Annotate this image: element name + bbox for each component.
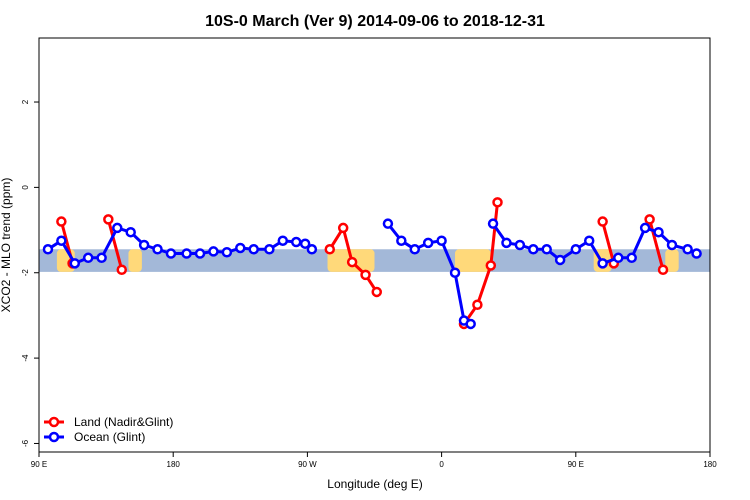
data-point: [69, 258, 81, 269]
data-point: [324, 244, 336, 255]
data-point: [277, 235, 289, 246]
data-point: [626, 252, 637, 264]
data-point: [554, 254, 566, 266]
data-point: [436, 235, 447, 246]
data-point: [583, 235, 595, 246]
data-point: [56, 235, 67, 246]
plot-frame: [38, 37, 711, 453]
data-point: [152, 244, 163, 255]
data-point: [235, 242, 246, 254]
data-point: [597, 216, 608, 227]
data-point: [306, 244, 318, 255]
data-point: [597, 258, 608, 269]
data-point: [449, 267, 461, 278]
series-1: [42, 218, 702, 330]
series-line: [106, 219, 124, 271]
data-point: [501, 237, 512, 249]
data-point: [42, 244, 54, 255]
data-point: [194, 248, 206, 259]
data-point: [360, 269, 371, 281]
data-point: [570, 244, 582, 255]
data-point: [56, 216, 67, 227]
y-tick-label: 2: [21, 99, 30, 104]
series-line: [462, 202, 499, 325]
data-point: [644, 214, 655, 225]
data-point: [514, 239, 526, 251]
data-point: [492, 197, 503, 208]
data-point: [290, 236, 302, 248]
data-point: [541, 244, 552, 255]
data-point: [409, 244, 421, 255]
data-point: [653, 226, 664, 238]
x-tick-label: 0: [439, 460, 444, 469]
data-point: [248, 244, 259, 255]
data-point: [96, 252, 107, 264]
legend-label: Land (Nadir&Glint): [74, 415, 173, 429]
land-patch: [455, 249, 491, 272]
data-point: [487, 218, 499, 229]
data-point: [125, 226, 136, 238]
y-tick-label: 0: [21, 185, 30, 190]
data-point: [221, 247, 233, 258]
data-point: [422, 237, 434, 249]
data-point: [613, 252, 624, 264]
data-point: [639, 222, 651, 234]
x-tick-label: 180: [167, 460, 181, 469]
data-point: [666, 239, 678, 251]
data-point: [299, 238, 311, 249]
legend-label: Ocean (Glint): [74, 430, 145, 444]
data-point: [691, 248, 702, 259]
data-point: [181, 248, 192, 259]
data-point: [116, 264, 128, 276]
data-point: [337, 222, 349, 234]
x-tick-label: 90 W: [298, 460, 317, 469]
data-point: [485, 260, 497, 271]
chart-title: 10S-0 March (Ver 9) 2014-09-06 to 2018-1…: [205, 13, 545, 30]
x-tick-label: 90 E: [31, 460, 47, 469]
data-point: [371, 286, 382, 298]
land-patch: [128, 249, 142, 272]
data-point: [465, 318, 476, 330]
data-point: [165, 248, 177, 259]
data-point: [264, 244, 275, 255]
series-line: [491, 222, 698, 265]
y-axis-label: XCO2 - MLO trend (ppm): [0, 178, 13, 313]
x-tick-label: 90 E: [568, 460, 584, 469]
data-point: [103, 214, 114, 225]
x-tick-label: 180: [703, 460, 717, 469]
data-point: [346, 256, 358, 268]
data-point: [657, 264, 669, 276]
data-point: [112, 222, 123, 234]
x-axis-label: Longitude (deg E): [327, 477, 422, 491]
data-point: [682, 244, 693, 255]
data-point: [382, 218, 394, 229]
series-line: [601, 221, 616, 264]
y-tick-label: -4: [21, 354, 30, 362]
data-point: [528, 244, 539, 255]
y-tick-label: -2: [21, 269, 30, 277]
data-point: [396, 235, 407, 246]
data-point: [208, 246, 219, 257]
y-tick-label: -6: [21, 439, 30, 447]
data-point: [472, 299, 483, 311]
legend: Land (Nadir&Glint)Ocean (Glint): [44, 415, 173, 444]
data-point: [82, 252, 94, 264]
legend-marker: [48, 431, 60, 443]
legend-marker: [48, 416, 60, 428]
series-line: [648, 219, 665, 271]
land-patch: [665, 249, 679, 272]
data-point: [138, 239, 150, 251]
